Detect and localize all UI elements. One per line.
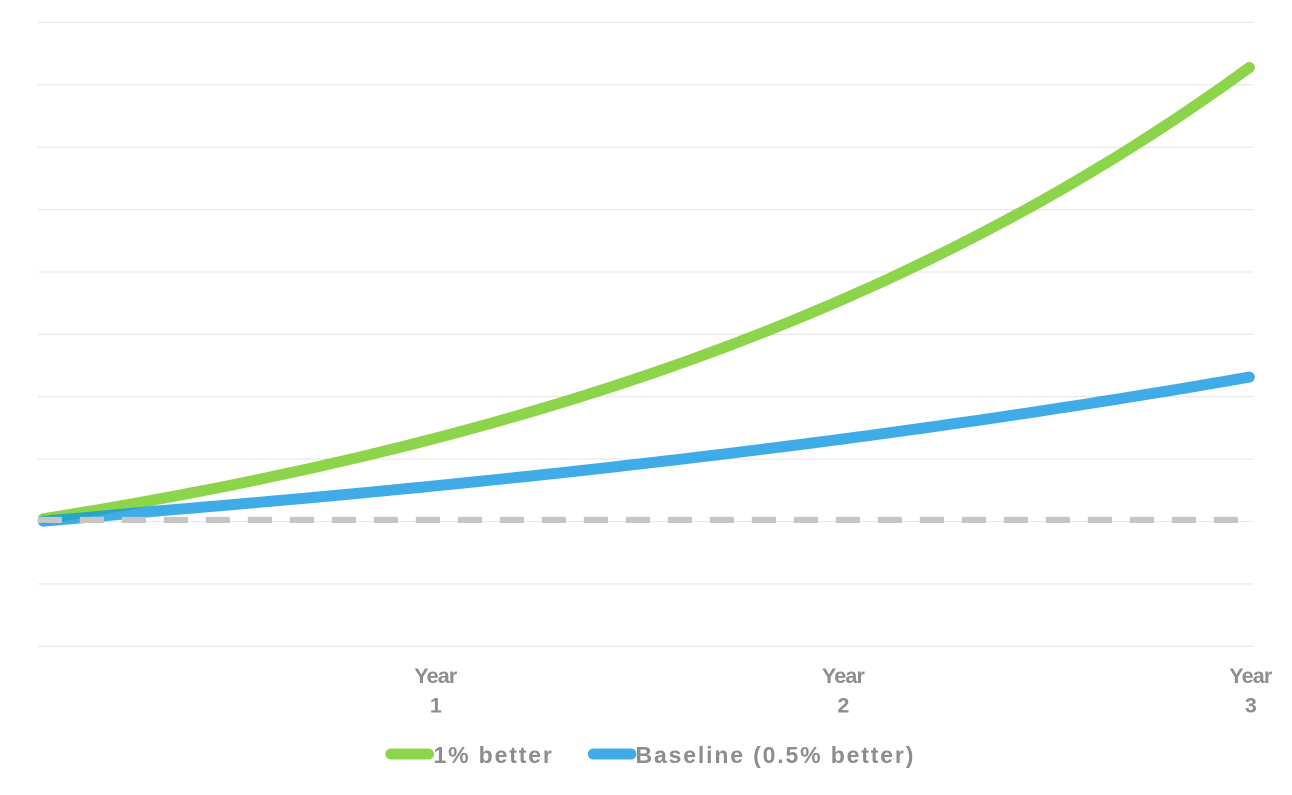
- svg-text:2: 2: [837, 694, 849, 718]
- svg-text:Year: Year: [1229, 664, 1273, 688]
- svg-text:1: 1: [430, 694, 442, 718]
- svg-text:1% better: 1% better: [434, 742, 554, 768]
- svg-text:Year: Year: [822, 664, 866, 688]
- svg-text:3: 3: [1245, 694, 1257, 718]
- svg-text:Baseline (0.5% better): Baseline (0.5% better): [636, 742, 916, 768]
- svg-text:Year: Year: [414, 664, 458, 688]
